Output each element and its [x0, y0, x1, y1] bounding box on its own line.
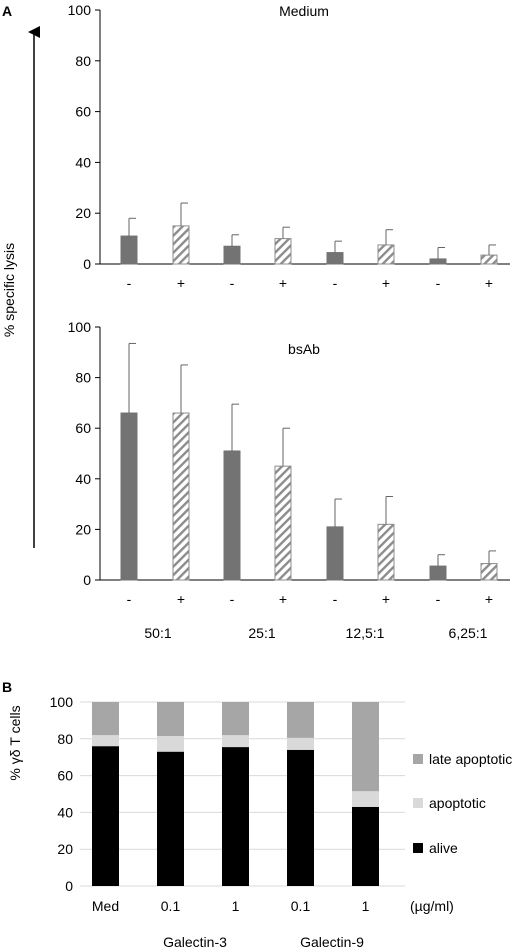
category-label: 0.1 [161, 898, 181, 914]
legend-label: apoptotic [429, 795, 486, 811]
legend: late apoptotic apoptotic alive [413, 751, 512, 856]
y-tick-label: 40 [75, 471, 91, 487]
category-label: + [279, 275, 287, 291]
category-label: + [177, 591, 185, 607]
y-tick-label: 60 [75, 104, 91, 120]
chart-bsab: 0 20 40 60 80 100 bsAb - + - + - + - + [68, 319, 510, 607]
bar-plus [172, 412, 190, 581]
chart-medium: 0 20 40 60 80 100 Medium - + - + - + - + [68, 2, 510, 291]
stack-segment-apoptotic [92, 735, 119, 747]
bar-minus [120, 412, 138, 581]
y-tick-label: 40 [75, 154, 91, 170]
stack-segment-alive [222, 747, 249, 886]
legend-swatch [413, 843, 423, 853]
y-tick-label: 0 [65, 878, 73, 894]
category-label: 1 [232, 898, 240, 914]
bar-minus [429, 258, 447, 265]
y-tick-label: 100 [68, 319, 92, 335]
bar-minus [326, 526, 344, 581]
category-label: 0.1 [291, 898, 311, 914]
category-label: + [382, 591, 390, 607]
y-tick-label: 20 [57, 841, 73, 857]
stack-segment-apoptotic [352, 791, 379, 807]
group-label-galectin-9: Galectin-9 [300, 934, 364, 949]
bar-plus [274, 238, 292, 265]
bar-plus [480, 563, 498, 581]
bar-minus [429, 565, 447, 581]
y-tick-label: 80 [57, 731, 73, 747]
ratio-label: 50:1 [144, 625, 171, 641]
category-label: 1 [362, 898, 370, 914]
legend-swatch [413, 798, 423, 808]
stack-segment-alive [287, 749, 314, 886]
y-tick-label: 0 [83, 572, 91, 588]
stack-segment-late-apoptotic [92, 702, 119, 736]
category-label: + [485, 275, 493, 291]
y-tick-label: 100 [50, 694, 74, 710]
y-tick-label: 20 [75, 521, 91, 537]
y-tick-label: 20 [75, 205, 91, 221]
bar-plus [172, 225, 190, 265]
bar-plus [377, 523, 395, 581]
category-label: - [127, 591, 132, 607]
ratio-label: 25:1 [248, 625, 275, 641]
stack-segment-late-apoptotic [287, 702, 314, 738]
chart-gd-t-cells: 0 20 40 60 80 100 Med 0.1 1 0.1 1 [50, 694, 405, 914]
y-tick-label: 40 [57, 804, 73, 820]
stack-segment-late-apoptotic [157, 702, 184, 737]
category-label: - [333, 591, 338, 607]
ratio-label: 12,5:1 [346, 625, 385, 641]
category-label: - [436, 591, 441, 607]
category-label: + [485, 591, 493, 607]
stack-segment-alive [352, 806, 379, 886]
y-tick-label: 60 [57, 768, 73, 784]
y-tick-label: 100 [68, 2, 92, 18]
stack-segment-apoptotic [157, 736, 184, 752]
panel-b-ylabel: % γδ T cells [7, 705, 23, 780]
legend-label: alive [429, 840, 458, 856]
panel-b-label: B [2, 679, 12, 695]
panel-a-ylabel: % specific lysis [1, 243, 17, 337]
category-label: - [230, 591, 235, 607]
category-label: Med [92, 898, 119, 914]
stack-segment-apoptotic [287, 737, 314, 750]
legend-label: late apoptotic [429, 751, 512, 767]
stack-segment-late-apoptotic [352, 702, 379, 792]
panel-a-label: A [2, 3, 12, 19]
bar-minus [223, 450, 241, 581]
ratio-label: 6,25:1 [449, 625, 488, 641]
category-label: - [230, 275, 235, 291]
bar-minus [223, 245, 241, 265]
category-label: + [279, 591, 287, 607]
y-tick-label: 60 [75, 420, 91, 436]
category-label: - [127, 275, 132, 291]
stack-segment-alive [92, 746, 119, 886]
bar-minus [326, 252, 344, 265]
stack-segment-apoptotic [222, 735, 249, 748]
unit-label: (µg/ml) [410, 898, 454, 914]
bar-plus [377, 244, 395, 265]
bar-plus [480, 254, 498, 265]
category-label: - [333, 275, 338, 291]
bar-minus [120, 235, 138, 265]
stack-segment-late-apoptotic [222, 702, 249, 736]
chart-title: bsAb [288, 341, 320, 357]
y-tick-label: 80 [75, 370, 91, 386]
category-label: + [177, 275, 185, 291]
category-label: - [436, 275, 441, 291]
legend-swatch [413, 754, 423, 764]
category-label: + [382, 275, 390, 291]
y-tick-label: 0 [83, 256, 91, 272]
bar-plus [274, 465, 292, 581]
ratio-labels: 50:1 25:1 12,5:1 6,25:1 [144, 625, 487, 641]
stack-segment-alive [157, 751, 184, 886]
y-tick-label: 80 [75, 53, 91, 69]
group-label-galectin-3: Galectin-3 [163, 934, 227, 949]
chart-title: Medium [279, 3, 329, 19]
